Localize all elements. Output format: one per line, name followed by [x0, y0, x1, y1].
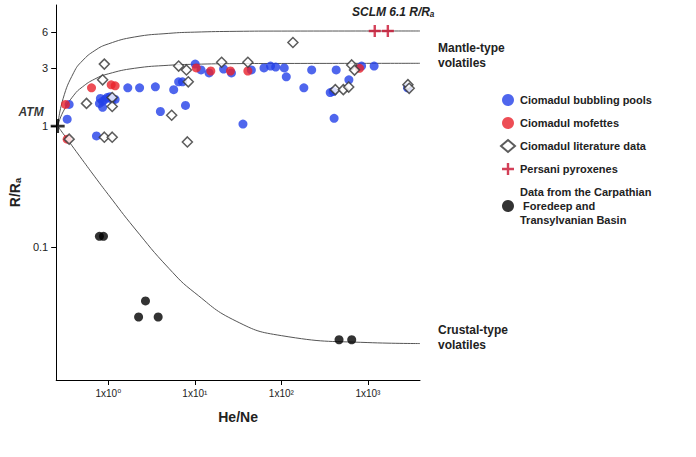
svg-text:ATM: ATM — [18, 105, 45, 119]
svg-text:Ciomadul mofettes: Ciomadul mofettes — [520, 117, 619, 129]
svg-text:SCLM 6.1 R/Rₐ: SCLM 6.1 R/Rₐ — [352, 5, 435, 19]
svg-text:Mantle-type: Mantle-type — [438, 41, 508, 55]
svg-text:Ciomadul bubbling pools: Ciomadul bubbling pools — [520, 94, 652, 106]
svg-text:Crustal-type: Crustal-type — [438, 323, 511, 337]
svg-text:He/Ne: He/Ne — [218, 409, 258, 425]
svg-text:R/Rₐ: R/Rₐ — [7, 177, 23, 207]
svg-text:6: 6 — [42, 26, 48, 38]
svg-text:volatiles: volatiles — [438, 56, 486, 70]
svg-text:volatiles: volatiles — [438, 338, 486, 352]
svg-text:Data from the Carpathian: Data from the Carpathian — [520, 186, 652, 198]
svg-text:1x10³: 1x10³ — [355, 388, 381, 399]
svg-text:0.1: 0.1 — [33, 241, 48, 253]
svg-text:1x10¹: 1x10¹ — [182, 388, 208, 399]
svg-text:3: 3 — [42, 62, 48, 74]
svg-text:1x10⁰: 1x10⁰ — [95, 388, 121, 399]
svg-text:Persani pyroxenes: Persani pyroxenes — [520, 163, 618, 175]
svg-text:Foredeep and: Foredeep and — [520, 200, 598, 212]
svg-text:Transylvanian Basin: Transylvanian Basin — [520, 214, 627, 226]
svg-text:Ciomadul literature data: Ciomadul literature data — [520, 140, 647, 152]
svg-text:1x10²: 1x10² — [269, 388, 295, 399]
svg-text:1: 1 — [42, 120, 48, 132]
